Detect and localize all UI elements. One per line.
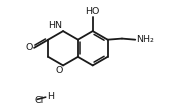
Text: O: O bbox=[55, 66, 63, 75]
Text: HO: HO bbox=[86, 7, 100, 16]
Text: HN: HN bbox=[49, 21, 63, 30]
Text: H: H bbox=[47, 92, 54, 101]
Text: O: O bbox=[26, 43, 33, 52]
Text: NH₂: NH₂ bbox=[136, 35, 154, 44]
Text: Cl: Cl bbox=[34, 96, 43, 105]
